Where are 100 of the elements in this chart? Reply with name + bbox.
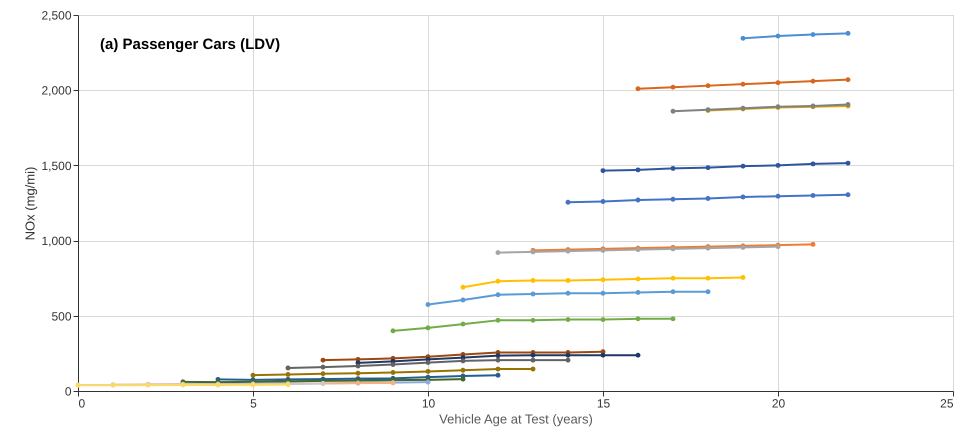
y-tick-label: 1,000 xyxy=(41,234,72,248)
point xyxy=(600,317,606,322)
point xyxy=(600,352,606,358)
point xyxy=(460,358,466,364)
y-axis-title: NOx (mg/mi) xyxy=(22,166,38,240)
point xyxy=(670,276,676,281)
point xyxy=(496,358,500,363)
x-tick-label: 20 xyxy=(772,396,786,410)
point xyxy=(496,366,500,372)
x-axis-title: Vehicle Age at Test (years) xyxy=(439,412,593,426)
x-tick-label: 15 xyxy=(596,396,610,410)
point xyxy=(530,358,536,363)
point xyxy=(846,160,850,166)
point xyxy=(600,277,606,282)
point xyxy=(286,366,290,370)
y-tick-label: 0 xyxy=(64,384,72,398)
point xyxy=(600,168,606,174)
point xyxy=(530,366,536,372)
point xyxy=(846,192,850,198)
point xyxy=(846,30,850,36)
point xyxy=(810,161,816,166)
point xyxy=(286,372,290,377)
point xyxy=(740,275,746,280)
point xyxy=(810,242,816,247)
point xyxy=(670,196,676,202)
point xyxy=(460,368,466,373)
point xyxy=(530,352,536,358)
point xyxy=(566,200,570,205)
point xyxy=(740,164,746,169)
point xyxy=(460,376,466,382)
point xyxy=(670,108,676,114)
point xyxy=(496,372,500,378)
point xyxy=(636,167,640,172)
x-tick-label: 5 xyxy=(250,396,258,410)
point xyxy=(530,318,536,323)
point xyxy=(496,318,500,323)
y-tick-label: 2,000 xyxy=(41,84,72,98)
point xyxy=(496,250,500,256)
point xyxy=(636,86,640,92)
point xyxy=(776,194,780,199)
point xyxy=(320,371,326,376)
point xyxy=(776,162,780,168)
point xyxy=(706,83,710,88)
point xyxy=(390,362,396,367)
point xyxy=(776,80,780,86)
point xyxy=(776,34,780,38)
x-tick-label: 25 xyxy=(940,396,954,410)
point xyxy=(356,370,360,376)
point xyxy=(530,292,536,296)
point xyxy=(706,196,710,201)
point xyxy=(460,298,466,302)
point xyxy=(530,278,536,283)
point xyxy=(320,364,326,370)
point xyxy=(496,292,500,298)
point xyxy=(426,369,430,374)
point xyxy=(670,316,676,322)
y-tick-label: 2,500 xyxy=(41,8,72,22)
point xyxy=(706,289,710,294)
point xyxy=(566,358,570,363)
point xyxy=(636,276,640,282)
point xyxy=(740,82,746,87)
point xyxy=(810,32,816,37)
point xyxy=(740,194,746,200)
point xyxy=(426,302,430,307)
point xyxy=(460,322,466,327)
point xyxy=(636,316,640,322)
point xyxy=(426,360,430,366)
point xyxy=(566,317,570,322)
point xyxy=(390,328,396,334)
point xyxy=(390,370,396,375)
annotation: (a) Passenger Cars (LDV) xyxy=(100,36,280,53)
point xyxy=(636,290,640,295)
point xyxy=(356,364,360,368)
point xyxy=(846,77,850,82)
point xyxy=(636,352,640,358)
point xyxy=(566,290,570,296)
x-tick-label: 10 xyxy=(422,396,436,410)
point xyxy=(566,352,570,358)
y-tick-label: 1,500 xyxy=(41,158,72,173)
point xyxy=(670,84,676,90)
point xyxy=(706,276,710,281)
point xyxy=(810,78,816,84)
point xyxy=(670,166,676,171)
y-tick-label: 500 xyxy=(51,309,72,324)
point xyxy=(250,372,256,378)
point xyxy=(496,278,500,284)
point xyxy=(460,284,466,290)
point xyxy=(426,325,430,330)
point xyxy=(740,36,746,41)
x-tick-label: 0 xyxy=(78,396,86,410)
point xyxy=(706,165,710,170)
point xyxy=(566,278,570,283)
point xyxy=(426,380,430,385)
point xyxy=(670,289,676,294)
point xyxy=(810,193,816,198)
point xyxy=(496,353,500,358)
point xyxy=(600,290,606,296)
point xyxy=(636,198,640,202)
point xyxy=(320,358,326,363)
point xyxy=(600,199,606,204)
